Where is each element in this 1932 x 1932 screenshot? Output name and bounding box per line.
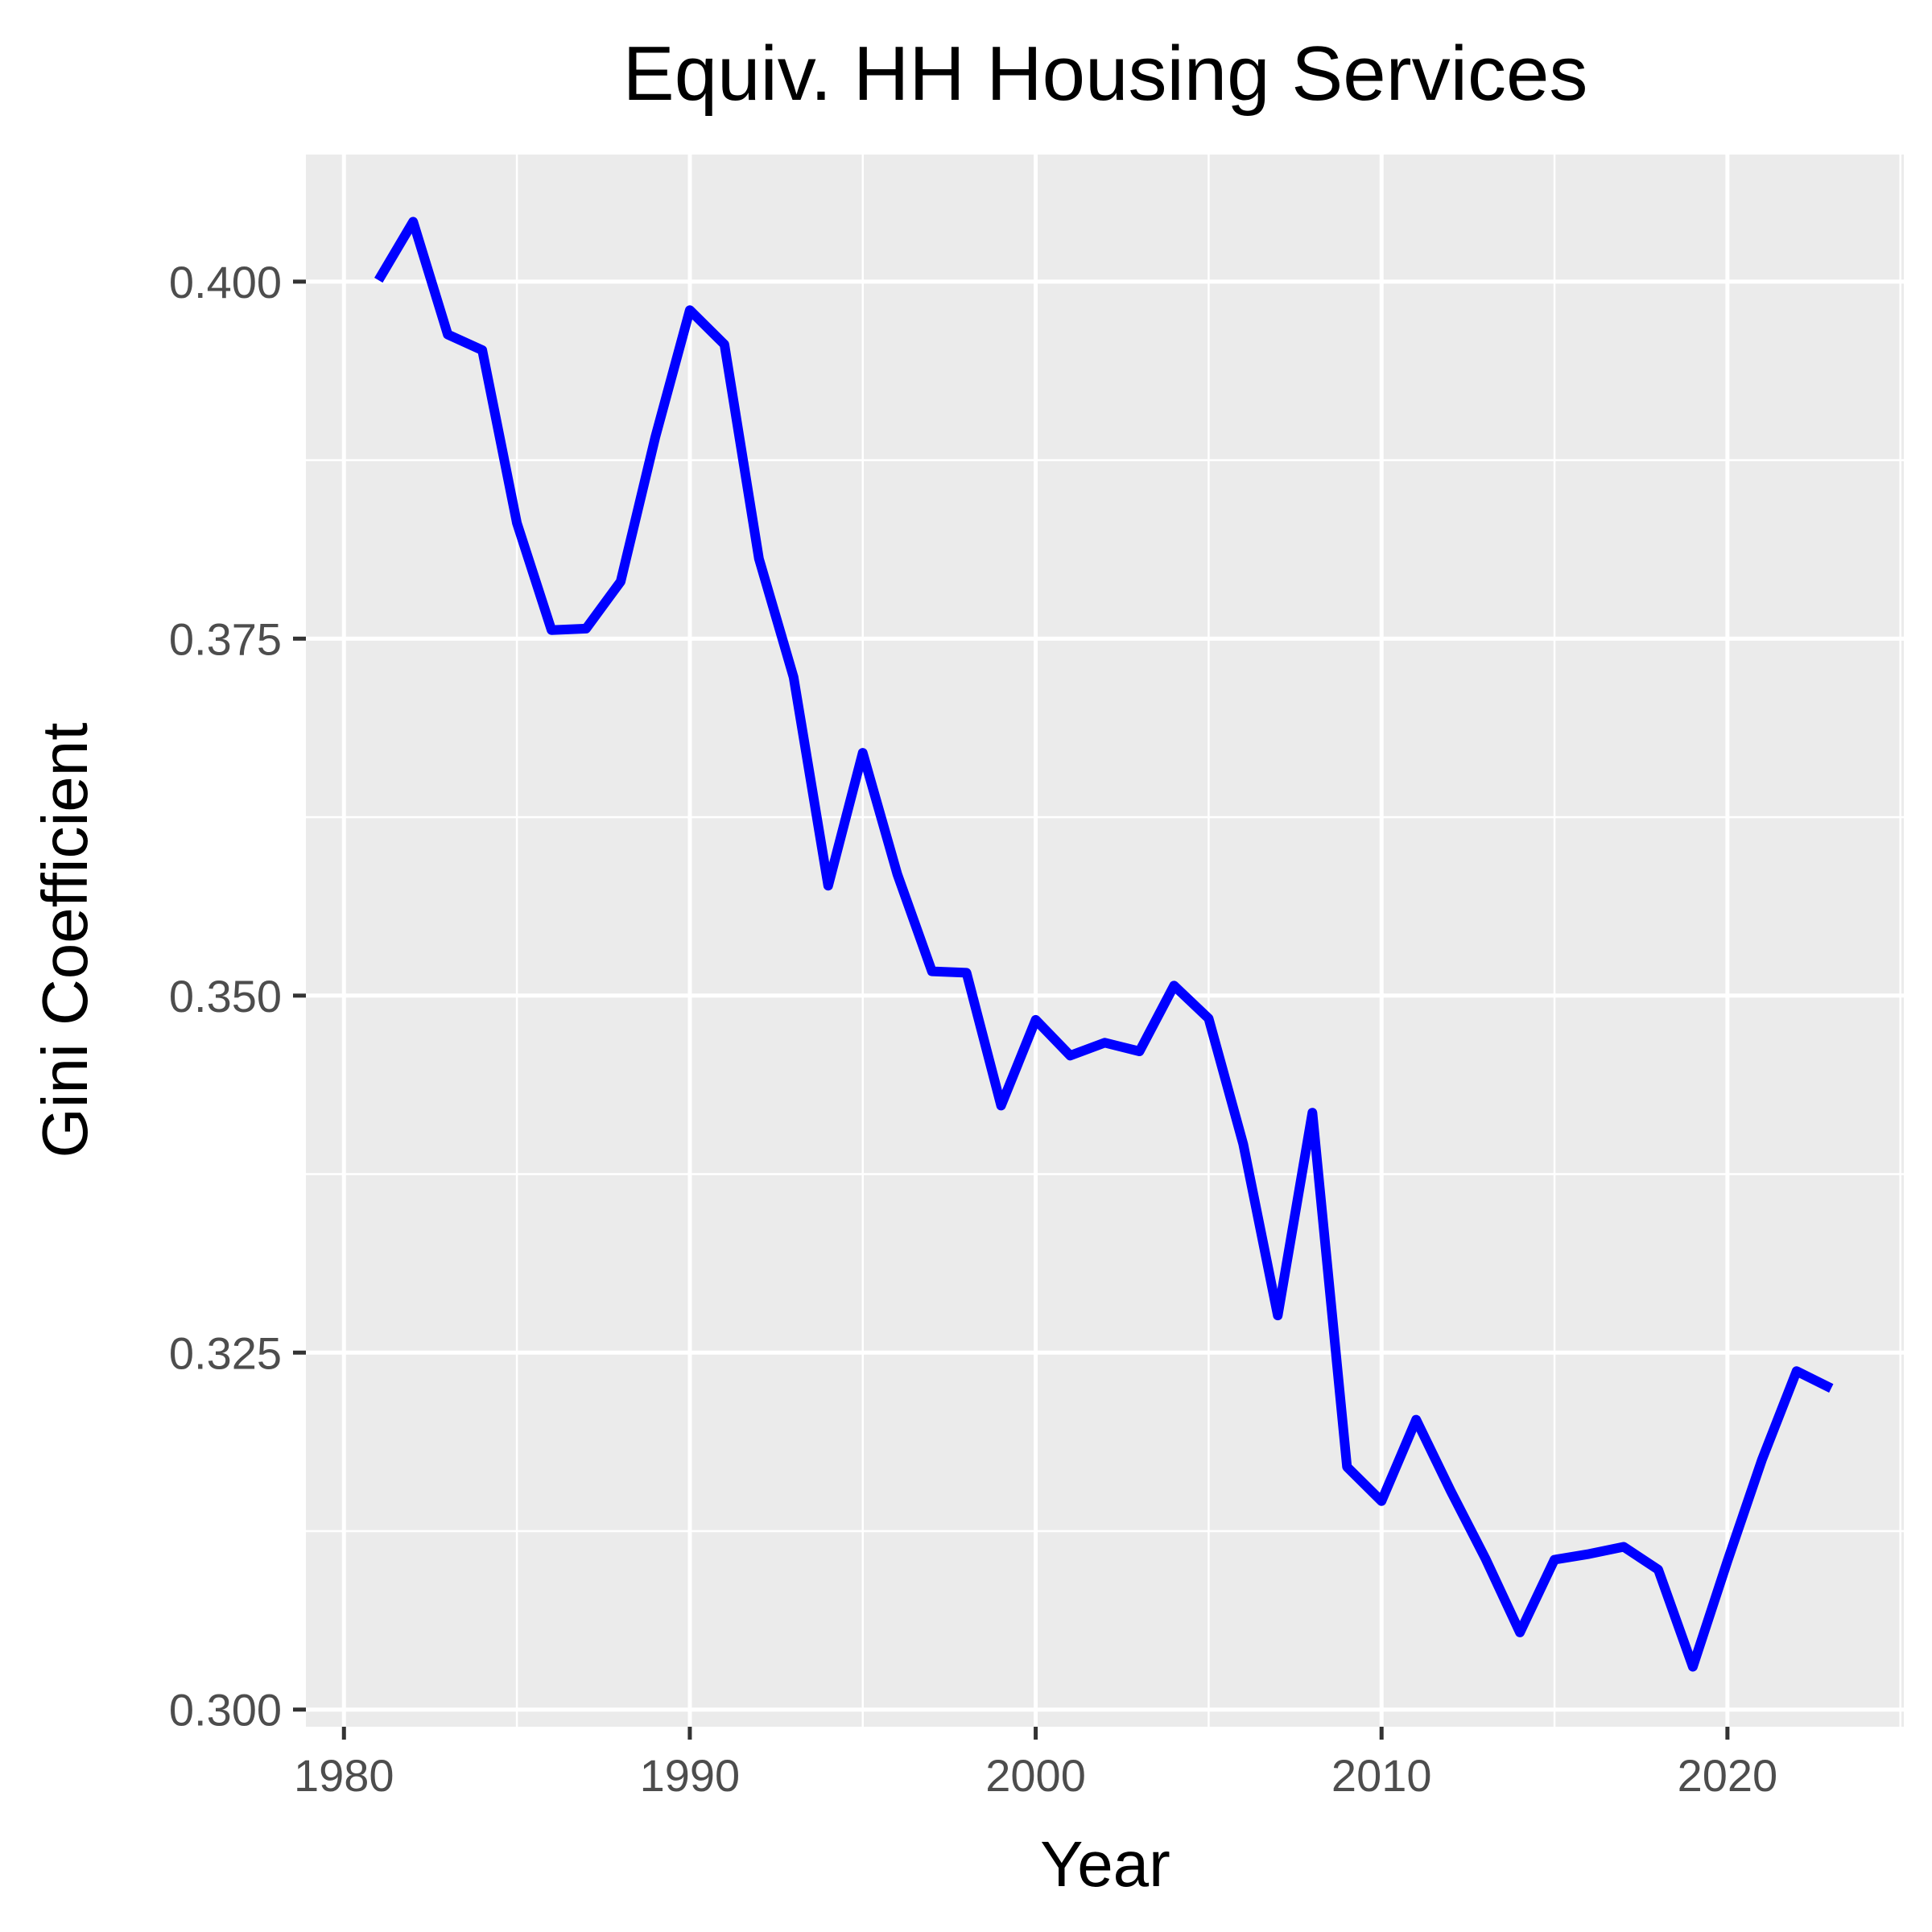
x-tick-label-3: 2010: [1331, 1750, 1432, 1801]
data-point-1988: [616, 576, 625, 586]
data-point-1999: [997, 1100, 1006, 1110]
data-point-2013: [1480, 1554, 1490, 1563]
y-tick-label-3: 0.375: [169, 613, 282, 664]
y-axis: 0.300 0.325 0.350 0.375 0.400: [169, 257, 306, 1736]
data-point-2005: [1203, 1013, 1213, 1023]
data-point-2006: [1238, 1139, 1248, 1149]
data-point-2017: [1619, 1542, 1629, 1551]
x-tick-label-0: 1980: [294, 1750, 394, 1801]
data-point-1987: [581, 624, 591, 634]
data-point-2020: [1723, 1556, 1732, 1566]
data-point-2014: [1515, 1628, 1525, 1637]
x-tick-label-2: 2000: [985, 1750, 1086, 1801]
data-point-2001: [1066, 1051, 1075, 1060]
x-tick-label-4: 2020: [1678, 1750, 1778, 1801]
data-point-2000: [1031, 1015, 1041, 1025]
data-point-1990: [685, 305, 695, 315]
data-point-1981: [374, 275, 383, 285]
data-point-1982: [408, 217, 418, 226]
data-point-2007: [1273, 1311, 1282, 1320]
data-point-2003: [1134, 1046, 1144, 1056]
data-point-2019: [1688, 1662, 1698, 1671]
data-point-2011: [1411, 1415, 1421, 1425]
data-point-2022: [1792, 1366, 1802, 1376]
data-point-1984: [477, 345, 487, 355]
data-point-1993: [789, 672, 799, 682]
x-axis: 1980 1990 2000 2010 2020: [294, 1727, 1777, 1801]
data-point-2012: [1446, 1486, 1455, 1496]
x-tick-label-1: 1990: [640, 1750, 741, 1801]
data-point-1995: [858, 748, 868, 758]
data-point-2002: [1100, 1038, 1110, 1047]
grid-minor: [306, 155, 1904, 1727]
data-point-1997: [927, 967, 937, 976]
y-axis-title: Gini Coefficient: [29, 722, 101, 1158]
data-point-1996: [893, 869, 902, 879]
data-point-1983: [443, 330, 452, 340]
data-point-1994: [824, 881, 833, 890]
data-point-2016: [1584, 1549, 1594, 1558]
grid-major: [306, 155, 1904, 1727]
y-tick-label-0: 0.300: [169, 1685, 282, 1736]
data-point-2015: [1550, 1554, 1559, 1564]
data-point-2010: [1377, 1496, 1386, 1506]
y-tick-label-1: 0.325: [169, 1327, 282, 1378]
data-point-1985: [512, 518, 522, 528]
plot-panel: [306, 155, 1904, 1727]
chart-title: Equiv. HH Housing Services: [623, 31, 1588, 117]
data-point-1992: [754, 554, 764, 564]
x-axis-title: Year: [1040, 1828, 1170, 1900]
data-point-2008: [1307, 1108, 1317, 1117]
data-point-1986: [547, 625, 556, 635]
data-point-2004: [1169, 980, 1179, 990]
data-point-2009: [1342, 1462, 1352, 1472]
data-point-2018: [1653, 1565, 1663, 1575]
y-tick-label-4: 0.400: [169, 257, 282, 308]
data-point-1991: [720, 340, 729, 349]
data-point-2021: [1757, 1455, 1767, 1464]
series-line-gini: [374, 217, 1834, 1672]
data-point-2023: [1827, 1384, 1836, 1393]
y-tick-label-2: 0.350: [169, 971, 282, 1022]
data-point-1998: [962, 968, 972, 977]
data-point-1989: [650, 432, 660, 442]
